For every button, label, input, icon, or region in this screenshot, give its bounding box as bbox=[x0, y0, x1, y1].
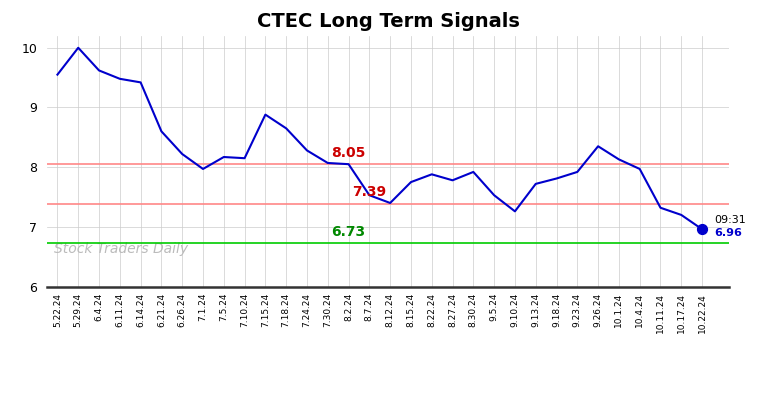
Text: 7.39: 7.39 bbox=[352, 185, 387, 199]
Point bbox=[696, 226, 709, 232]
Text: 8.05: 8.05 bbox=[332, 146, 366, 160]
Text: Stock Traders Daily: Stock Traders Daily bbox=[54, 242, 188, 256]
Text: 09:31: 09:31 bbox=[714, 215, 746, 225]
Title: CTEC Long Term Signals: CTEC Long Term Signals bbox=[256, 12, 520, 31]
Text: 6.73: 6.73 bbox=[332, 225, 365, 239]
Text: 6.96: 6.96 bbox=[714, 228, 742, 238]
